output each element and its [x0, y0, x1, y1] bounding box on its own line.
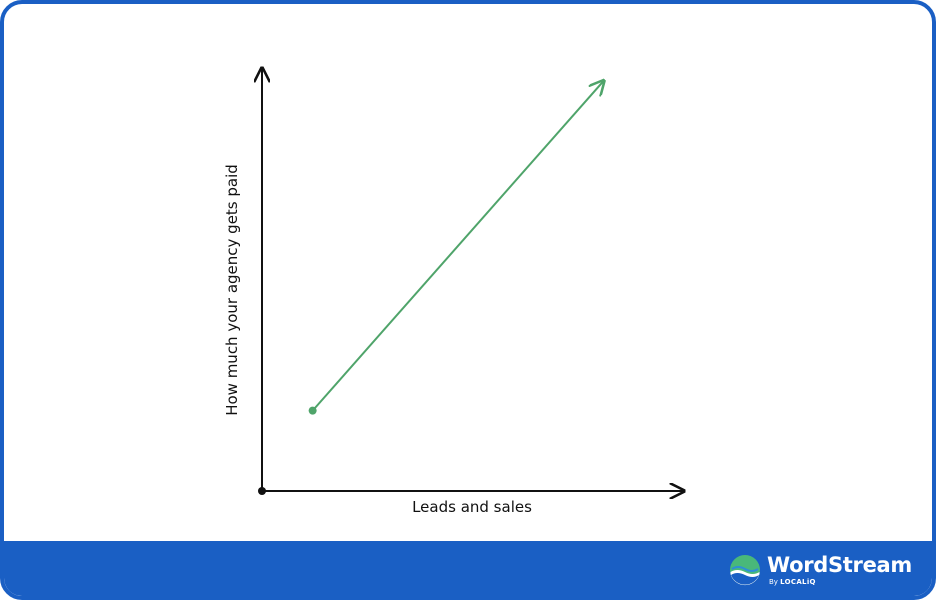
brand-sub-name: LOCALiQ — [780, 577, 816, 586]
wordstream-logo-icon — [729, 555, 760, 586]
y-axis-label: How much your agency gets paid — [223, 164, 241, 416]
axis-origin-dot — [258, 487, 266, 495]
brand-sub: By LOCALiQ — [768, 577, 912, 586]
series-line — [311, 81, 604, 412]
x-axis-label: Leads and sales — [412, 498, 532, 516]
wordstream-brand: WordStream By LOCALiQ — [729, 554, 912, 586]
brand-name: WordStream — [766, 552, 912, 577]
footer-band: WordStream By LOCALiQ — [4, 541, 932, 596]
series-start-point — [308, 406, 317, 415]
brand-by: By — [768, 577, 778, 586]
chart-canvas: Leads and sales How much your agency get… — [223, 4, 936, 516]
series-layer — [308, 81, 604, 415]
